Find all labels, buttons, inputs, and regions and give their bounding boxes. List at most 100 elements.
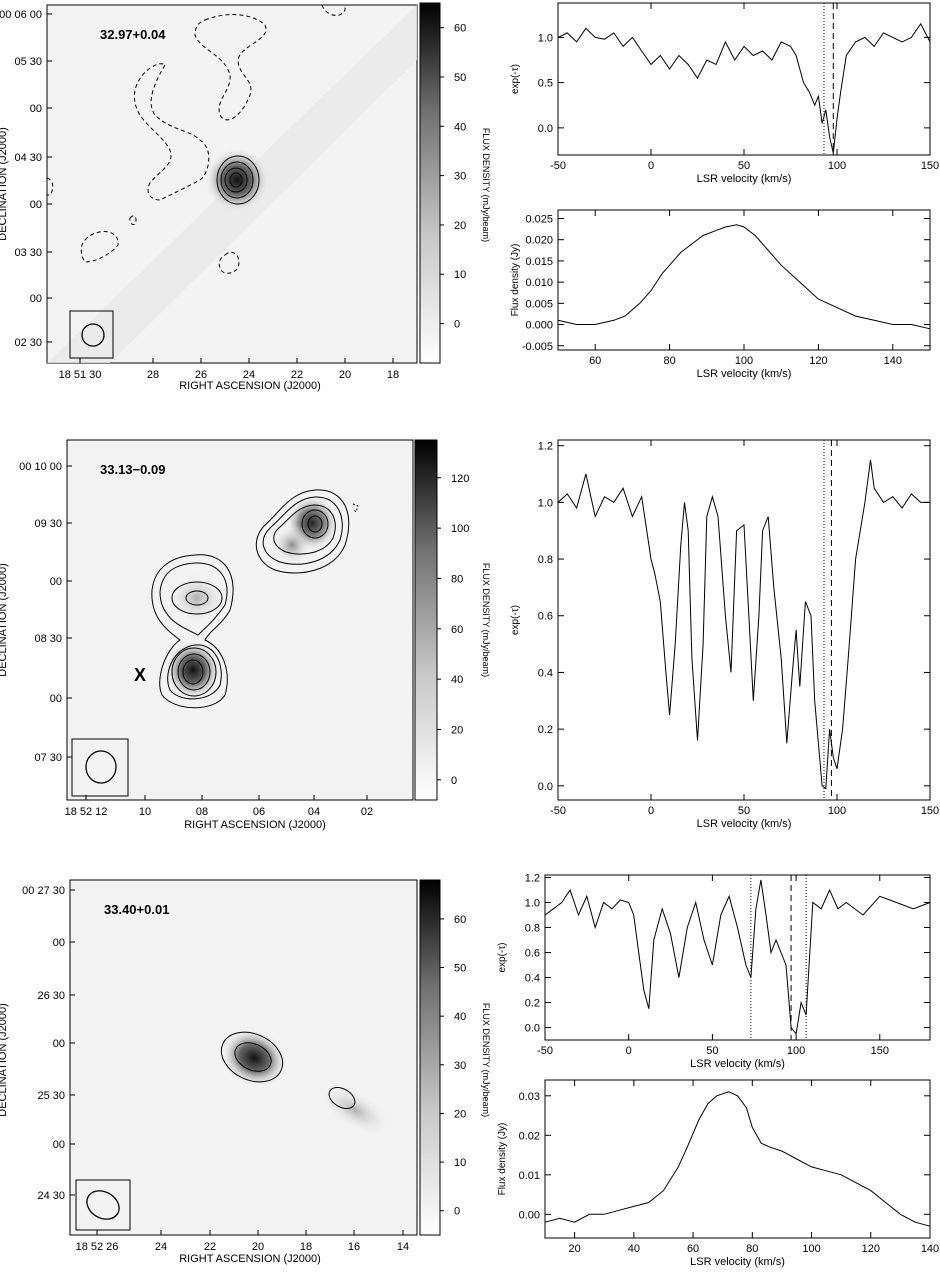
x-tick-label: -50 [550,805,566,817]
y-tick-label: 0.8 [538,554,553,566]
y-tick-label: -0.005 [522,341,553,353]
y-tick-label: 0.005 [525,298,553,310]
map-frame [66,439,414,801]
y-tick-label: 0.6 [538,611,553,623]
spectrum-panel: -50 0 50 100 150 0.0 0.2 0.4 0.6 0.8 1.0 1.2 LSR vel… [497,873,931,1070]
x-tick-label: 02 [361,806,373,818]
x-tick-label: 22 [204,1241,216,1253]
x-tick-label: 10 [139,806,151,818]
beam-box [71,738,129,797]
x-axis-label: RIGHT ASCENSION (J2000) [184,819,326,831]
x-tick-label: 150 [921,160,939,172]
y-tick-label: 00 [50,693,62,705]
map-panel-3: 33.40+0.01 18 52 26 24 22 20 18 16 14 00 27 30 0… [0,879,491,1265]
x-tick-label: 18 51 30 [59,369,102,381]
spectrum-line [557,22,931,154]
x-tick-label: 24 [155,1241,167,1253]
colorbar-ticks: 0 20 40 60 80 100 120 [437,473,469,787]
x-tick-label: 50 [738,160,750,172]
map-panel-1: 32.97+0.04 18 51 30 28 26 24 22 20 18 00 06 00 0… [0,2,491,392]
x-tick-label: 14 [397,1241,409,1253]
y-tick-label: 0.0 [525,1023,540,1035]
negative-contour [352,503,359,513]
plot-frame [557,2,931,156]
contours [220,1031,356,1109]
x-tick-label: 28 [147,369,159,381]
y-tick-label: 0.000 [525,320,553,332]
colorbar-tick-label: 20 [451,725,463,737]
plot-frame [544,874,931,1041]
x-tick-label: 20 [568,1243,580,1255]
spectrum-line [557,224,931,330]
colorbar-ticks: 0 10 20 30 40 50 60 [440,23,466,331]
y-tick-label: 1.0 [525,898,540,910]
radio-source-secondary [319,1084,391,1136]
x-axis-label: LSR velocity (km/s) [690,1058,785,1070]
y-tick-label: 03 30 [14,247,42,259]
negative-contours [46,4,346,274]
y-axis-label: DECLINATION (J2000) [0,1003,9,1117]
x-tick-label: 100 [735,355,753,367]
colorbar-tick-label: 10 [454,269,466,281]
x-tick-label: 0 [626,1045,632,1057]
y-tick-label: 1.2 [525,873,540,885]
x-tick-label: 100 [802,1243,820,1255]
colorbar-tick-label: 20 [454,220,466,232]
colorbar-tick-label: 40 [454,1011,466,1023]
colorbar [419,879,441,1236]
y-tick-label: 0.020 [525,235,553,247]
x-tick-label: 24 [243,369,255,381]
y-tick-label: 25 30 [37,1090,65,1102]
colorbar-tick-label: 20 [454,1108,466,1120]
y-tick-label: 04 30 [14,152,42,164]
y-tick-label: 0.2 [538,724,553,736]
spectrum-line [544,879,931,1036]
plot-frame [557,209,931,351]
radio-source-x [165,640,221,700]
beam-box [75,1179,131,1231]
colorbar [414,439,438,801]
y-axis-label: exp(-τ) [497,942,508,972]
y-tick-label: 0.00 [519,1209,540,1221]
radio-source-north [167,573,227,623]
spectrum-panel: 60 80 100 120 140 -0.005 0.000 0.005 0.010 0.015 0… [510,209,931,380]
y-tick-label: 1.2 [538,441,553,453]
beam-ellipse [85,750,117,784]
x-tick-label: 0 [648,805,654,817]
x-tick-label: 50 [738,805,750,817]
colorbar-tick-label: 60 [451,624,463,636]
plot-frame [557,439,931,801]
colorbar-tick-label: 30 [454,171,466,183]
y-tick-label: 24 30 [37,1190,65,1202]
y-axis-label: exp(-τ) [510,64,521,94]
x-tick-label: 20 [252,1241,264,1253]
y-tick-label: 0.6 [525,948,540,960]
contours [151,489,350,709]
y-tick-label: 02 30 [14,337,42,349]
x-tick-label: 20 [339,369,351,381]
source-label: 33.40+0.01 [104,902,169,917]
beam-ellipse [81,323,105,347]
axis-ticks: 18 52 26 24 22 20 18 16 14 00 27 30 00 26 30 00 25 … [22,885,409,1253]
x-tick-label: 120 [862,1243,880,1255]
colorbar-tick-label: 0 [454,319,460,331]
colorbar-tick-label: 0 [451,775,457,787]
y-tick-label: 26 30 [37,990,65,1002]
x-tick-label: -50 [550,160,566,172]
y-tick-label: 00 10 00 [19,461,62,473]
x-tick-label: 40 [628,1243,640,1255]
x-tick-label: 16 [348,1241,360,1253]
y-tick-label: 0.0 [538,123,553,135]
y-tick-label: 0.4 [538,667,553,679]
y-tick-label: 0.015 [525,256,553,268]
x-tick-label: 04 [308,806,320,818]
x-tick-label: 100 [828,160,846,172]
y-tick-label: 00 [50,576,62,588]
y-tick-label: 0.8 [525,923,540,935]
spectra: -50 0 50 100 150 0.0 0.5 1.0 LSR velocity (km/s)… [497,2,939,1268]
x-axis-label: LSR velocity (km/s) [697,368,792,380]
y-tick-label: 00 [30,199,42,211]
plot-frame [544,1079,931,1239]
spectrum-panel: -50 0 50 100 150 0.0 0.2 0.4 0.6 0.8 1.0 1.2 LSR vel… [510,439,939,830]
